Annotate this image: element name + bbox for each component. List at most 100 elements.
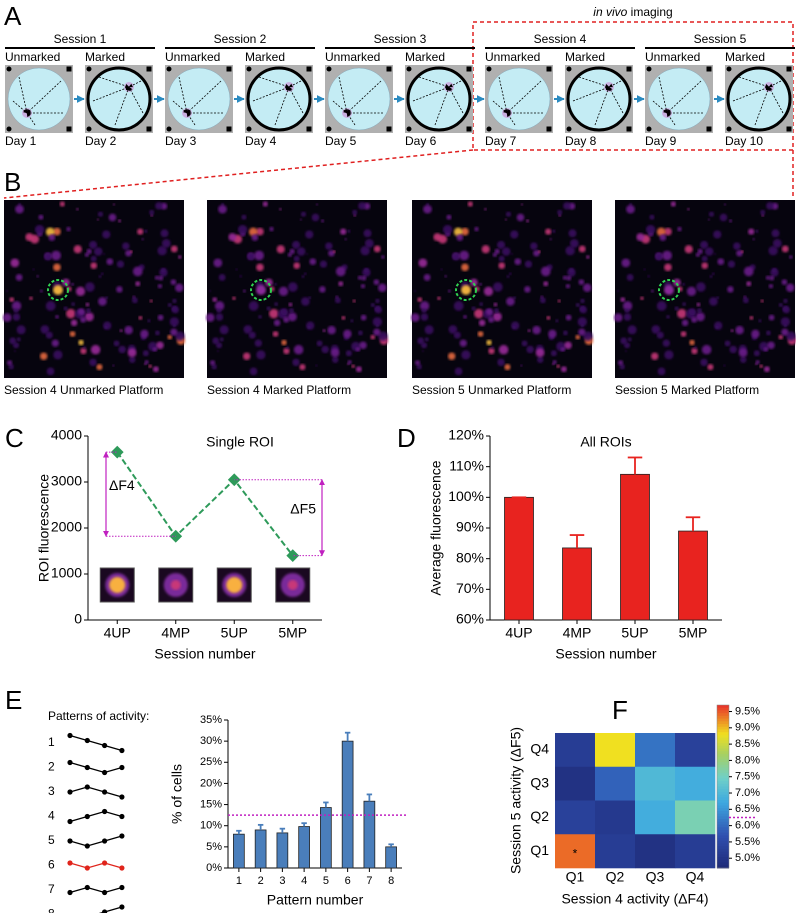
cell [2, 313, 12, 322]
condition-label: Marked [245, 50, 285, 64]
cell [370, 334, 376, 340]
cell [772, 239, 782, 248]
cell [497, 358, 505, 367]
cell [719, 213, 728, 222]
cell [307, 325, 311, 329]
cell [670, 201, 676, 207]
cell [768, 314, 775, 321]
y-axis-label: Session 5 activity (ΔF5) [508, 727, 524, 874]
cell [424, 325, 434, 335]
cell [755, 360, 760, 365]
cell [335, 266, 346, 277]
cell [575, 334, 581, 340]
cue [546, 126, 552, 132]
cell [498, 255, 505, 262]
y-tick-label: 10% [200, 820, 222, 832]
cell [301, 275, 305, 278]
day-label: Day 5 [325, 134, 357, 148]
colorbar-step [717, 756, 729, 760]
cell [132, 266, 143, 277]
cue [146, 126, 152, 132]
cell [709, 297, 718, 306]
cell [344, 238, 347, 241]
cell [580, 324, 584, 328]
cell [378, 283, 387, 293]
cell [708, 211, 715, 217]
cell [262, 201, 268, 207]
cell [447, 289, 451, 293]
cell [83, 346, 87, 350]
cell [469, 278, 478, 287]
colorbar-step [717, 729, 729, 733]
cell [627, 325, 637, 335]
cell [760, 209, 766, 215]
path-arrow [178, 76, 189, 114]
cell [483, 286, 494, 296]
colorbar-step [717, 740, 729, 744]
cell [767, 341, 775, 350]
colorbar-step [717, 797, 729, 801]
cell [556, 364, 560, 369]
colorbar-step [717, 737, 729, 741]
cell [650, 289, 654, 293]
cell [768, 245, 778, 256]
cell [16, 337, 21, 342]
pattern-dot [119, 764, 125, 771]
cell [48, 234, 56, 241]
pattern-dot [119, 884, 125, 891]
cell [545, 228, 552, 235]
cell [662, 250, 672, 261]
cell [713, 252, 716, 255]
cell [643, 268, 646, 271]
cell [40, 325, 50, 334]
pattern-dot [119, 904, 125, 910]
x-axis-label: Pattern number [267, 892, 364, 908]
cell [96, 218, 99, 221]
cell [144, 360, 149, 365]
roi-thumbnail [275, 567, 311, 603]
cell [729, 345, 737, 354]
cell [562, 275, 568, 280]
cell [135, 281, 141, 287]
cell [38, 214, 44, 220]
colorbar-step [717, 821, 729, 826]
pattern-line [69, 886, 123, 894]
cue [486, 66, 492, 72]
cell [755, 229, 759, 233]
image-caption: Session 5 Unmarked Platform [412, 383, 571, 397]
cell [89, 240, 98, 249]
cell [505, 211, 512, 217]
cell [730, 329, 734, 333]
cell [474, 308, 484, 319]
roi-thumbnail [99, 567, 135, 603]
colorbar-step [717, 827, 729, 831]
cell [278, 286, 289, 296]
cell [341, 315, 346, 320]
cell [724, 340, 731, 347]
cell [578, 328, 586, 336]
cell [512, 325, 516, 329]
cell [77, 308, 85, 316]
pattern-dot [84, 813, 90, 820]
roi-marker [455, 279, 477, 301]
cell [89, 358, 97, 367]
cell [351, 364, 355, 369]
cell [493, 282, 503, 292]
cell [258, 314, 262, 319]
image-caption: Session 4 Unmarked Platform [4, 383, 163, 397]
y-tick-label: 20% [200, 777, 222, 789]
cell [467, 201, 473, 207]
pattern-dot [102, 889, 108, 896]
cell [649, 214, 655, 220]
cell [251, 234, 259, 241]
roi-cell [256, 285, 266, 295]
cue [546, 66, 552, 72]
path-arrow [506, 80, 542, 114]
arena [566, 66, 632, 132]
cell [157, 245, 167, 256]
colorbar-step [717, 713, 729, 717]
colorbar-step [717, 721, 729, 725]
arena [167, 67, 231, 131]
cell [623, 313, 632, 321]
cell [781, 245, 789, 253]
